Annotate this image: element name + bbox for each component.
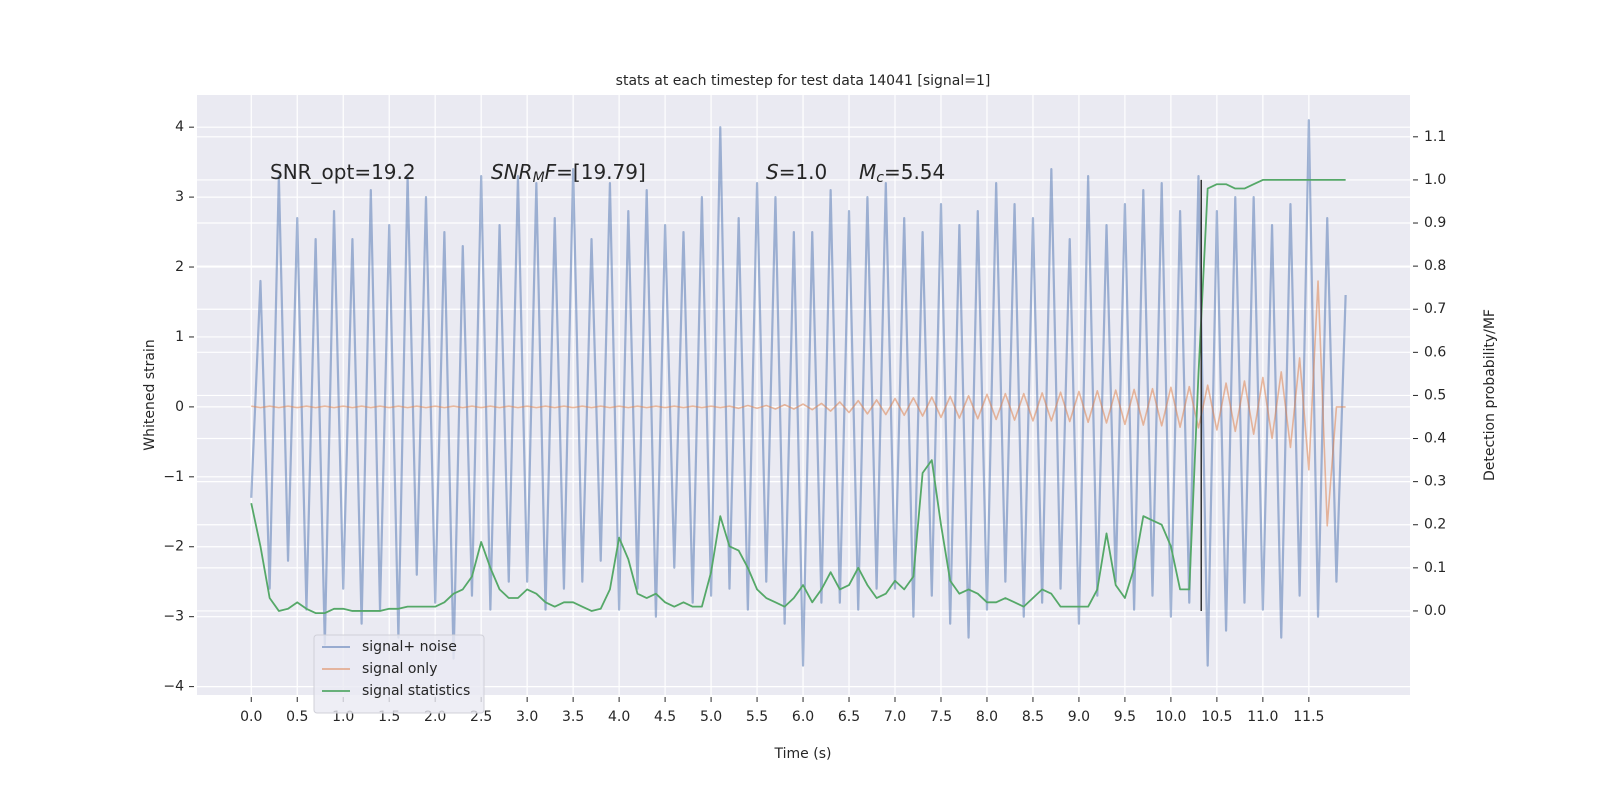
y2-tick-label: 0.3 — [1424, 474, 1446, 490]
y2-axis-label: Detection probability/MF — [1482, 309, 1498, 481]
x-tick-label: 8.5 — [1022, 709, 1044, 725]
annotation-part: =[19.79] — [556, 160, 646, 184]
x-tick-label: 11.5 — [1293, 709, 1324, 725]
annotation-part: F — [545, 160, 557, 184]
y-tick-label: 3 — [175, 189, 184, 205]
x-tick-label: 9.5 — [1114, 709, 1136, 725]
x-tick-label: 5.5 — [746, 709, 768, 725]
y-tick-label: 1 — [175, 329, 184, 345]
x-tick-label: 8.0 — [976, 709, 998, 725]
x-tick-label: 7.5 — [930, 709, 952, 725]
x-axis-label: Time (s) — [774, 746, 832, 762]
annotation: SNR_opt=19.2 — [270, 160, 416, 184]
x-tick-label: 4.0 — [608, 709, 630, 725]
series-line — [250, 179, 1346, 614]
y2-tick-label: 0.9 — [1424, 215, 1446, 231]
x-tick-label: 10.0 — [1155, 709, 1186, 725]
legend-label: signal+ noise — [362, 639, 457, 655]
y-axis-label: Whitened strain — [142, 339, 158, 450]
x-tick-label: 10.5 — [1201, 709, 1232, 725]
y-tick-label: 4 — [175, 119, 184, 135]
x-tick-label: 0.5 — [286, 709, 308, 725]
annotation-part: M — [533, 170, 545, 186]
y-tick-label: −2 — [163, 539, 184, 555]
y-tick-label: −3 — [163, 609, 184, 625]
x-tick-label: 3.0 — [516, 709, 538, 725]
y2-tick-label: 0.6 — [1424, 344, 1446, 360]
legend-label: signal only — [362, 661, 437, 677]
y-tick-label: 0 — [175, 399, 184, 415]
annotation-part: SNR — [491, 160, 533, 184]
y2-tick-label: 0.5 — [1424, 387, 1446, 403]
annotation: SNRMF=[19.79] — [491, 160, 646, 187]
x-tick-label: 3.5 — [562, 709, 584, 725]
x-tick-label: 6.0 — [792, 709, 814, 725]
x-tick-label: 7.0 — [884, 709, 906, 725]
legend-label: signal statistics — [362, 683, 470, 699]
annotation-part: S — [766, 160, 779, 184]
x-tick-label: 6.5 — [838, 709, 860, 725]
x-tick-label: 11.0 — [1247, 709, 1278, 725]
annotation: Mc=5.54 — [859, 160, 945, 187]
legend-box — [313, 634, 485, 714]
annotation-part: =1.0 — [779, 160, 828, 184]
y2-tick-label: 0.7 — [1424, 301, 1446, 317]
legend: signal+ noise signal only signal statistic… — [313, 634, 485, 714]
annotation-part: c — [876, 170, 884, 186]
y2-tick-label: 0.2 — [1424, 517, 1446, 533]
chart-title: stats at each timestep for test data 140… — [616, 73, 991, 89]
y-tick-label: −4 — [163, 679, 184, 695]
y2-tick-label: 0.0 — [1424, 603, 1446, 619]
y2-tick-label: 1.0 — [1424, 172, 1446, 188]
annotation: S=1.0 — [766, 160, 827, 184]
x-tick-label: 9.0 — [1068, 709, 1090, 725]
annotation-part: M — [859, 160, 876, 184]
y-tick-label: 2 — [175, 259, 184, 275]
x-tick-label: 5.0 — [700, 709, 722, 725]
y-tick-label: −1 — [163, 469, 184, 485]
annotation-part: SNR_opt=19.2 — [270, 160, 416, 184]
y2-tick-label: 0.8 — [1424, 258, 1446, 274]
series-line — [250, 119, 1347, 667]
annotation-part: =5.54 — [884, 160, 945, 184]
y2-tick-label: 0.1 — [1424, 560, 1446, 576]
x-tick-label: 0.0 — [240, 709, 262, 725]
x-tick-label: 4.5 — [654, 709, 676, 725]
y2-tick-label: 0.4 — [1424, 431, 1446, 447]
y2-tick-label: 1.1 — [1424, 129, 1446, 145]
series-line — [251, 280, 1346, 527]
